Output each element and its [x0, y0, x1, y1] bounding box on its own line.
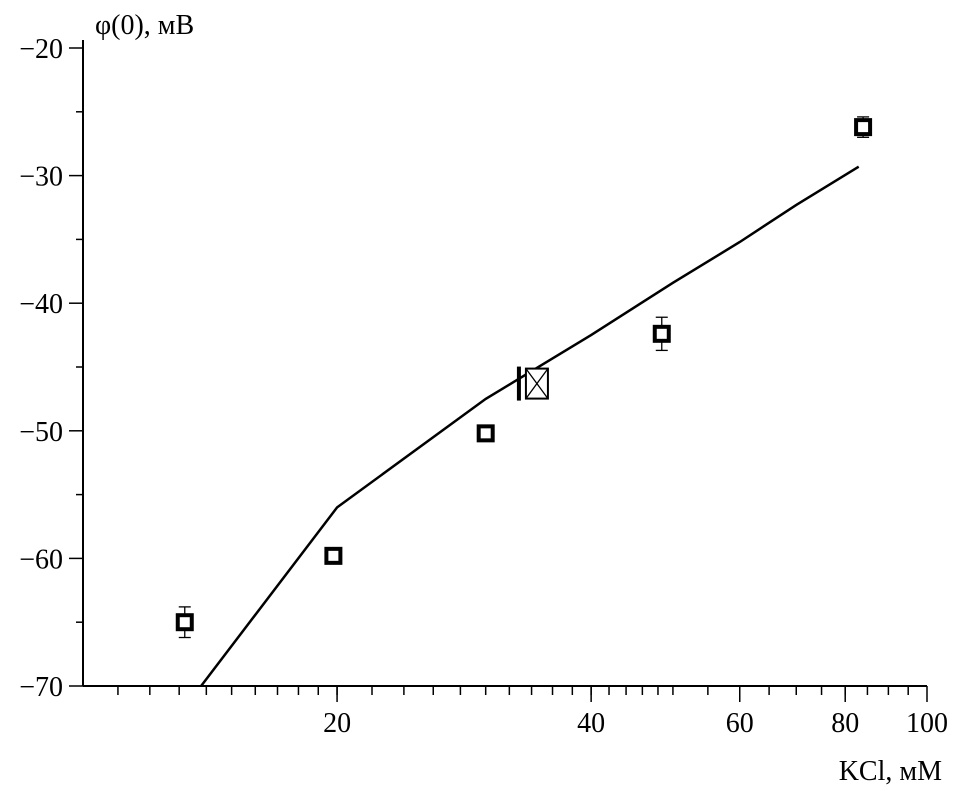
- data-point: [652, 324, 671, 343]
- x-tick-label: 40: [577, 708, 605, 739]
- axes: [82, 40, 927, 687]
- ticks: −20 −30 −40 −50 −60 −70 20 40 60 80 100: [19, 34, 948, 739]
- fit-curve: [200, 165, 860, 687]
- series: [175, 116, 873, 687]
- data-point: [854, 118, 873, 137]
- crossed-point-diag: [525, 368, 549, 399]
- y-tick-label: −50: [19, 417, 63, 448]
- x-tick-label: 100: [906, 708, 948, 739]
- y-axis-label: φ(0), мВ: [95, 10, 194, 41]
- y-tick-label: −40: [19, 289, 63, 320]
- data-point: [476, 424, 495, 443]
- y-tick-label: −70: [19, 672, 63, 703]
- y-tick-label: −60: [19, 544, 63, 575]
- data-point: [175, 613, 194, 632]
- y-tick-label: −30: [19, 162, 63, 193]
- x-tick-label: 60: [726, 708, 754, 739]
- x-axis-label: KCl, мМ: [839, 756, 942, 787]
- y-tick-label: −20: [19, 34, 63, 65]
- x-tick-label: 20: [323, 708, 351, 739]
- x-tick-label: 80: [831, 708, 859, 739]
- data-point: [324, 546, 343, 565]
